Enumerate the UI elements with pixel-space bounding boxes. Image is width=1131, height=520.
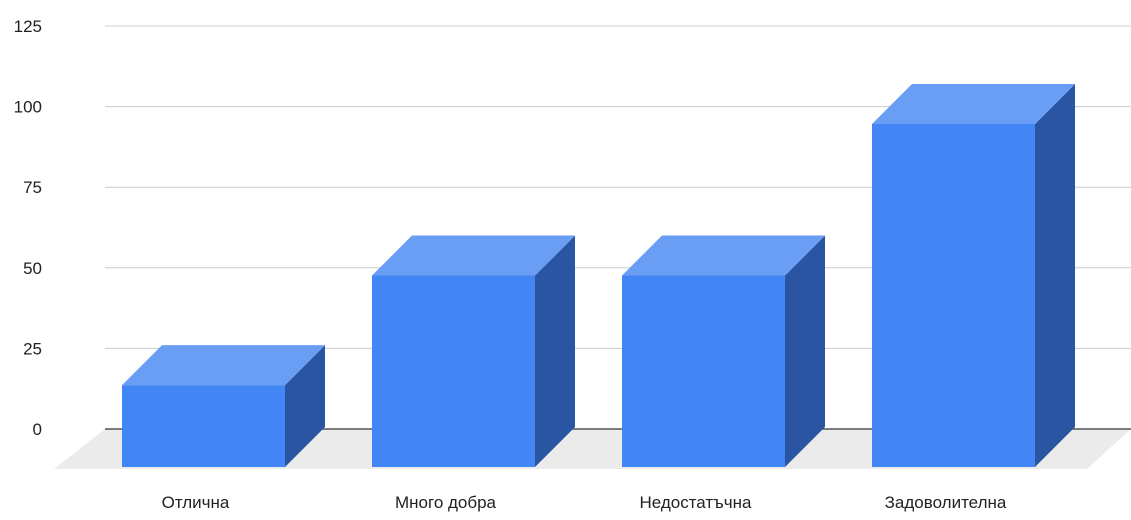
bar-front-face xyxy=(372,275,535,467)
bar-top-face xyxy=(872,84,1075,125)
y-tick-label: 50 xyxy=(23,259,42,278)
bar-side-face xyxy=(1035,84,1075,468)
bar-front-face xyxy=(872,124,1035,468)
bar-3d xyxy=(622,235,825,467)
bar-side-face xyxy=(785,235,825,467)
x-category-label: Много добра xyxy=(395,493,497,512)
x-category-label: Отлична xyxy=(162,493,230,512)
x-category-label: Задоволителна xyxy=(885,493,1007,512)
bar-top-face xyxy=(122,345,325,386)
chart-floor xyxy=(54,429,1131,469)
y-tick-label: 125 xyxy=(14,17,42,36)
x-category-label: Недостатъчна xyxy=(639,493,752,512)
bar-side-face xyxy=(535,235,575,467)
y-tick-label: 25 xyxy=(23,339,42,358)
bar-3d xyxy=(372,235,575,467)
bar-3d xyxy=(872,84,1075,468)
bar-front-face xyxy=(122,385,285,467)
bar-side-face xyxy=(285,345,325,467)
y-tick-label: 0 xyxy=(33,420,42,439)
y-tick-label: 100 xyxy=(14,98,42,117)
bar-front-face xyxy=(622,275,785,467)
bar-top-face xyxy=(622,235,825,276)
bar-top-face xyxy=(372,235,575,276)
bar-3d xyxy=(122,345,325,467)
y-tick-label: 75 xyxy=(23,178,42,197)
